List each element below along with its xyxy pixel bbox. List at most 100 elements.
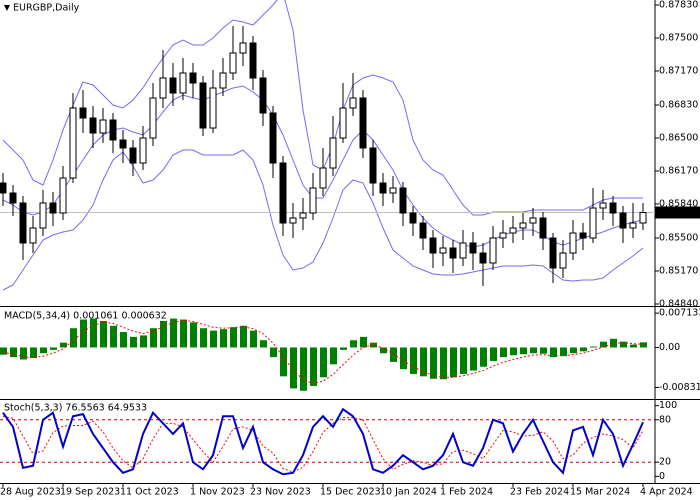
candle-body <box>99 119 107 134</box>
y-tick-label: 0.87830 <box>659 0 698 11</box>
macd-bar <box>20 347 27 360</box>
current-price-label: 0.85755 <box>659 207 698 218</box>
macd-bar <box>230 327 237 348</box>
macd-bar <box>70 328 77 348</box>
candle-body <box>549 237 557 269</box>
x-tick-label: 1 Feb 2024 <box>440 487 493 498</box>
bollinger-lower <box>2 149 644 291</box>
macd-bar <box>50 347 57 350</box>
candle-body <box>69 107 77 179</box>
macd-bar <box>350 340 357 348</box>
candle-body <box>149 97 157 139</box>
x-tick-label: 4 Apr 2024 <box>640 487 693 498</box>
x-tick-label: 19 Sep 2023 <box>60 487 120 498</box>
candle-body <box>619 212 627 229</box>
macd-bar <box>540 347 547 354</box>
candle-body <box>29 227 37 244</box>
stoch-main <box>2 407 644 476</box>
macd-bar <box>290 347 297 389</box>
candle-body <box>589 207 597 239</box>
macd-bar <box>500 347 507 358</box>
macd-bar <box>250 330 257 348</box>
x-tick-label: 23 Feb 2024 <box>510 487 569 498</box>
candle-body <box>539 217 547 239</box>
macd-bar <box>390 347 397 362</box>
candle-body <box>279 162 287 224</box>
macd-bar <box>480 347 487 367</box>
candle-body <box>409 212 417 224</box>
candle-body <box>489 237 497 264</box>
macd-bar <box>220 329 227 348</box>
macd-bar <box>340 347 347 350</box>
y-tick-label: 0.00 <box>659 342 680 353</box>
candle-body <box>599 202 607 209</box>
candle-body <box>59 177 67 214</box>
candle-body <box>469 242 477 254</box>
candle-body <box>579 232 587 239</box>
macd-bar <box>160 320 167 348</box>
y-tick-label: 0.87170 <box>659 66 698 77</box>
macd-bar <box>370 342 377 348</box>
candle-body <box>139 137 147 164</box>
macd-bar <box>520 347 527 355</box>
macd-bar <box>180 319 187 348</box>
y-tick-label: 0.86500 <box>659 133 698 144</box>
y-tick-label: 80 <box>659 414 671 425</box>
macd-bar <box>530 347 537 354</box>
candle-body <box>529 217 537 224</box>
macd-bar <box>40 347 47 354</box>
macd-bar <box>110 325 117 348</box>
stoch-title: Stoch(5,3,3) 76.5563 64.9533 <box>4 403 147 414</box>
candle-body <box>239 42 247 54</box>
y-tick-label: 0.84840 <box>659 299 698 310</box>
macd-bar <box>420 347 427 377</box>
candle-body <box>179 72 187 94</box>
macd-bar <box>0 347 7 355</box>
macd-bar <box>150 328 157 348</box>
candle-body <box>109 119 117 141</box>
candle-body <box>319 167 327 189</box>
macd-bar <box>590 346 597 348</box>
y-tick-label: 0.86170 <box>659 166 698 177</box>
x-tick-label: 15 Dec 2023 <box>320 487 381 498</box>
candle-body <box>49 202 57 214</box>
macd-bar <box>380 347 387 354</box>
candle-body <box>499 232 507 239</box>
candle-body <box>289 217 297 224</box>
macd-bar <box>240 325 247 348</box>
candle-body <box>219 72 227 89</box>
candle-body <box>329 137 337 169</box>
y-tick-label: 0 <box>659 471 665 482</box>
candle-body <box>629 222 637 229</box>
macd-bar <box>140 335 147 348</box>
macd-bar <box>550 347 557 358</box>
macd-bar <box>270 347 277 358</box>
macd-bar <box>330 347 337 365</box>
candle-body <box>559 252 567 269</box>
macd-bar <box>640 342 647 348</box>
x-tick-label: 10 Jan 2024 <box>380 487 437 498</box>
current-price-box <box>655 206 700 219</box>
candle-body <box>449 247 457 259</box>
macd-bar <box>60 342 67 348</box>
y-tick-label: 0.85170 <box>659 266 698 277</box>
candle-body <box>349 97 357 109</box>
candle-body <box>639 212 647 224</box>
macd-bar <box>200 328 207 348</box>
macd-bar <box>300 347 307 391</box>
candle-body <box>379 182 387 194</box>
candle-body <box>199 82 207 129</box>
macd-bar <box>610 338 617 348</box>
macd-bar <box>450 347 457 378</box>
candle-body <box>129 147 137 164</box>
candle-body <box>399 187 407 214</box>
candle-body <box>479 252 487 264</box>
macd-bar <box>310 347 317 386</box>
macd-bar <box>130 336 137 348</box>
macd-bar <box>570 347 577 354</box>
candle-body <box>359 97 367 149</box>
macd-bar <box>360 336 367 348</box>
macd-bar <box>440 347 447 380</box>
